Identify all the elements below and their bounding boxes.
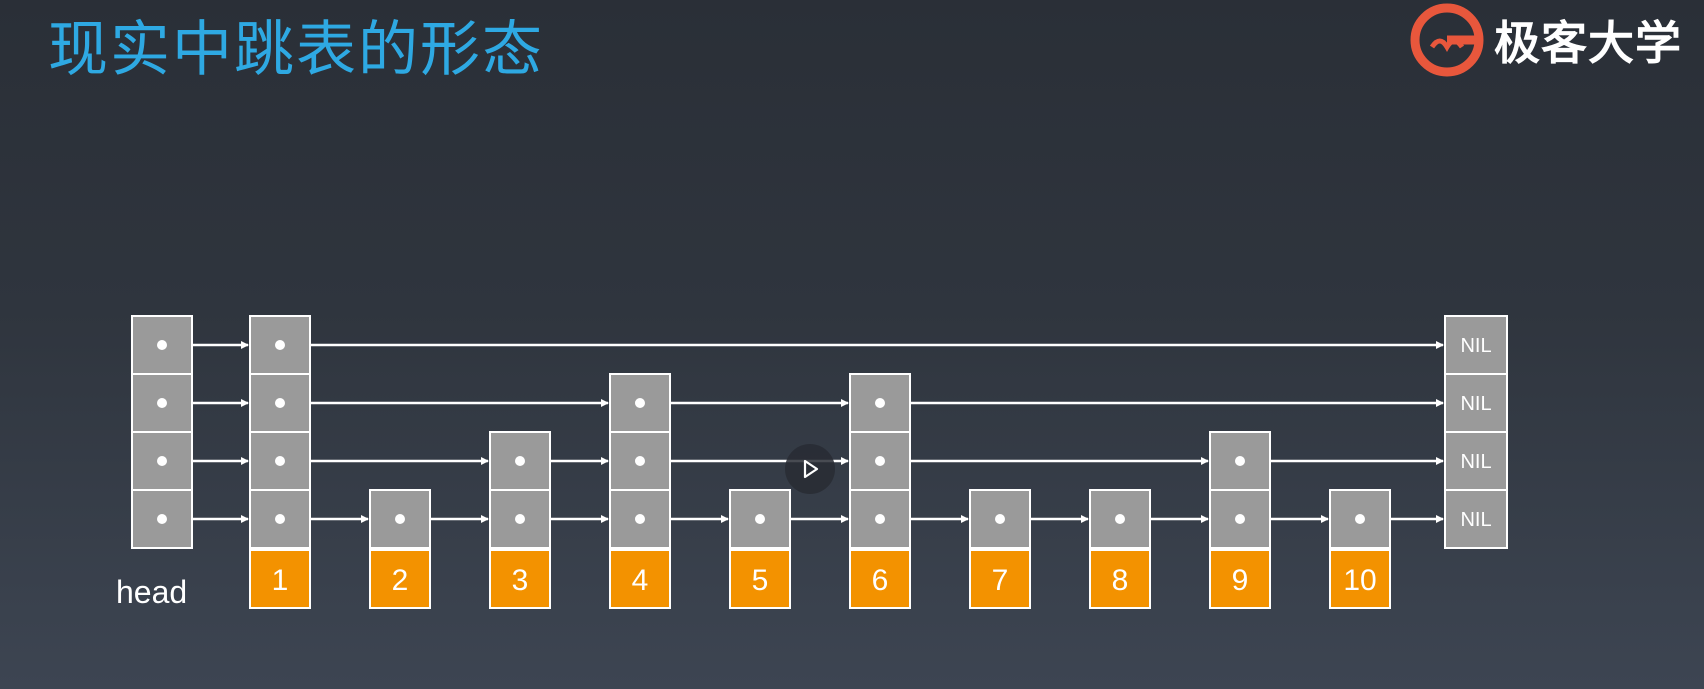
nil-label: NIL <box>1460 509 1491 531</box>
pointer-dot <box>875 456 885 466</box>
pointer-dot <box>515 514 525 524</box>
pointer-dot <box>275 340 285 350</box>
node-key: 2 <box>392 564 409 597</box>
node-level-cell <box>249 431 311 491</box>
play-icon <box>803 459 819 479</box>
pointer-dot <box>1235 456 1245 466</box>
node-key: 1 <box>272 564 289 597</box>
node-key: 5 <box>752 564 769 597</box>
pointer-dot <box>635 456 645 466</box>
pointer-dot <box>635 514 645 524</box>
nil-label: NIL <box>1460 335 1491 357</box>
nil-level-cell <box>1444 431 1508 491</box>
node-level-cell <box>249 315 311 375</box>
nil-label: NIL <box>1460 393 1491 415</box>
geekbang-logo-icon <box>1410 3 1484 77</box>
skip-list-nodes: NIL NIL NIL NIL 1 2 3 4 5 6 7 8 9 10 <box>131 315 1508 609</box>
pointer-dot <box>1115 514 1125 524</box>
pointer-dot <box>275 456 285 466</box>
nil-label: NIL <box>1460 451 1491 473</box>
pointer-dot <box>157 456 167 466</box>
node-key: 4 <box>632 564 649 597</box>
nil-level-cell <box>1444 315 1508 375</box>
node-key: 7 <box>992 564 1009 597</box>
pointer-dot <box>875 514 885 524</box>
pointer-dot <box>157 340 167 350</box>
node-key: 10 <box>1343 564 1376 597</box>
node-key: 8 <box>1112 564 1129 597</box>
node-key-box <box>1329 549 1391 609</box>
node-key-box <box>849 549 911 609</box>
pointer-dot <box>875 398 885 408</box>
pointer-dot <box>275 398 285 408</box>
pointer-dot <box>1235 514 1245 524</box>
pointer-dot <box>395 514 405 524</box>
node-key-box <box>609 549 671 609</box>
pointer-dot <box>515 456 525 466</box>
head-label: head <box>116 574 188 610</box>
node-key: 9 <box>1232 564 1249 597</box>
play-button[interactable] <box>785 444 835 494</box>
node-key-box <box>969 549 1031 609</box>
node-key-box <box>369 549 431 609</box>
node-key: 3 <box>512 564 529 597</box>
pointer-dot <box>995 514 1005 524</box>
page-title: 现实中跳表的形态 <box>48 15 544 85</box>
brand: 极客大学 <box>1410 3 1682 77</box>
pointer-dot <box>275 514 285 524</box>
node-key: 6 <box>872 564 889 597</box>
nil-level-cell <box>1444 373 1508 433</box>
node-key-box <box>489 549 551 609</box>
node-key-box <box>249 549 311 609</box>
brand-name: 极客大学 <box>1494 16 1682 70</box>
node-key-box <box>1089 549 1151 609</box>
pointer-dot <box>1355 514 1365 524</box>
pointer-dot <box>755 514 765 524</box>
node-key-box <box>729 549 791 609</box>
pointer-dot <box>157 514 167 524</box>
node-key-box <box>1209 549 1271 609</box>
pointer-dot <box>157 398 167 408</box>
pointer-dot <box>635 398 645 408</box>
